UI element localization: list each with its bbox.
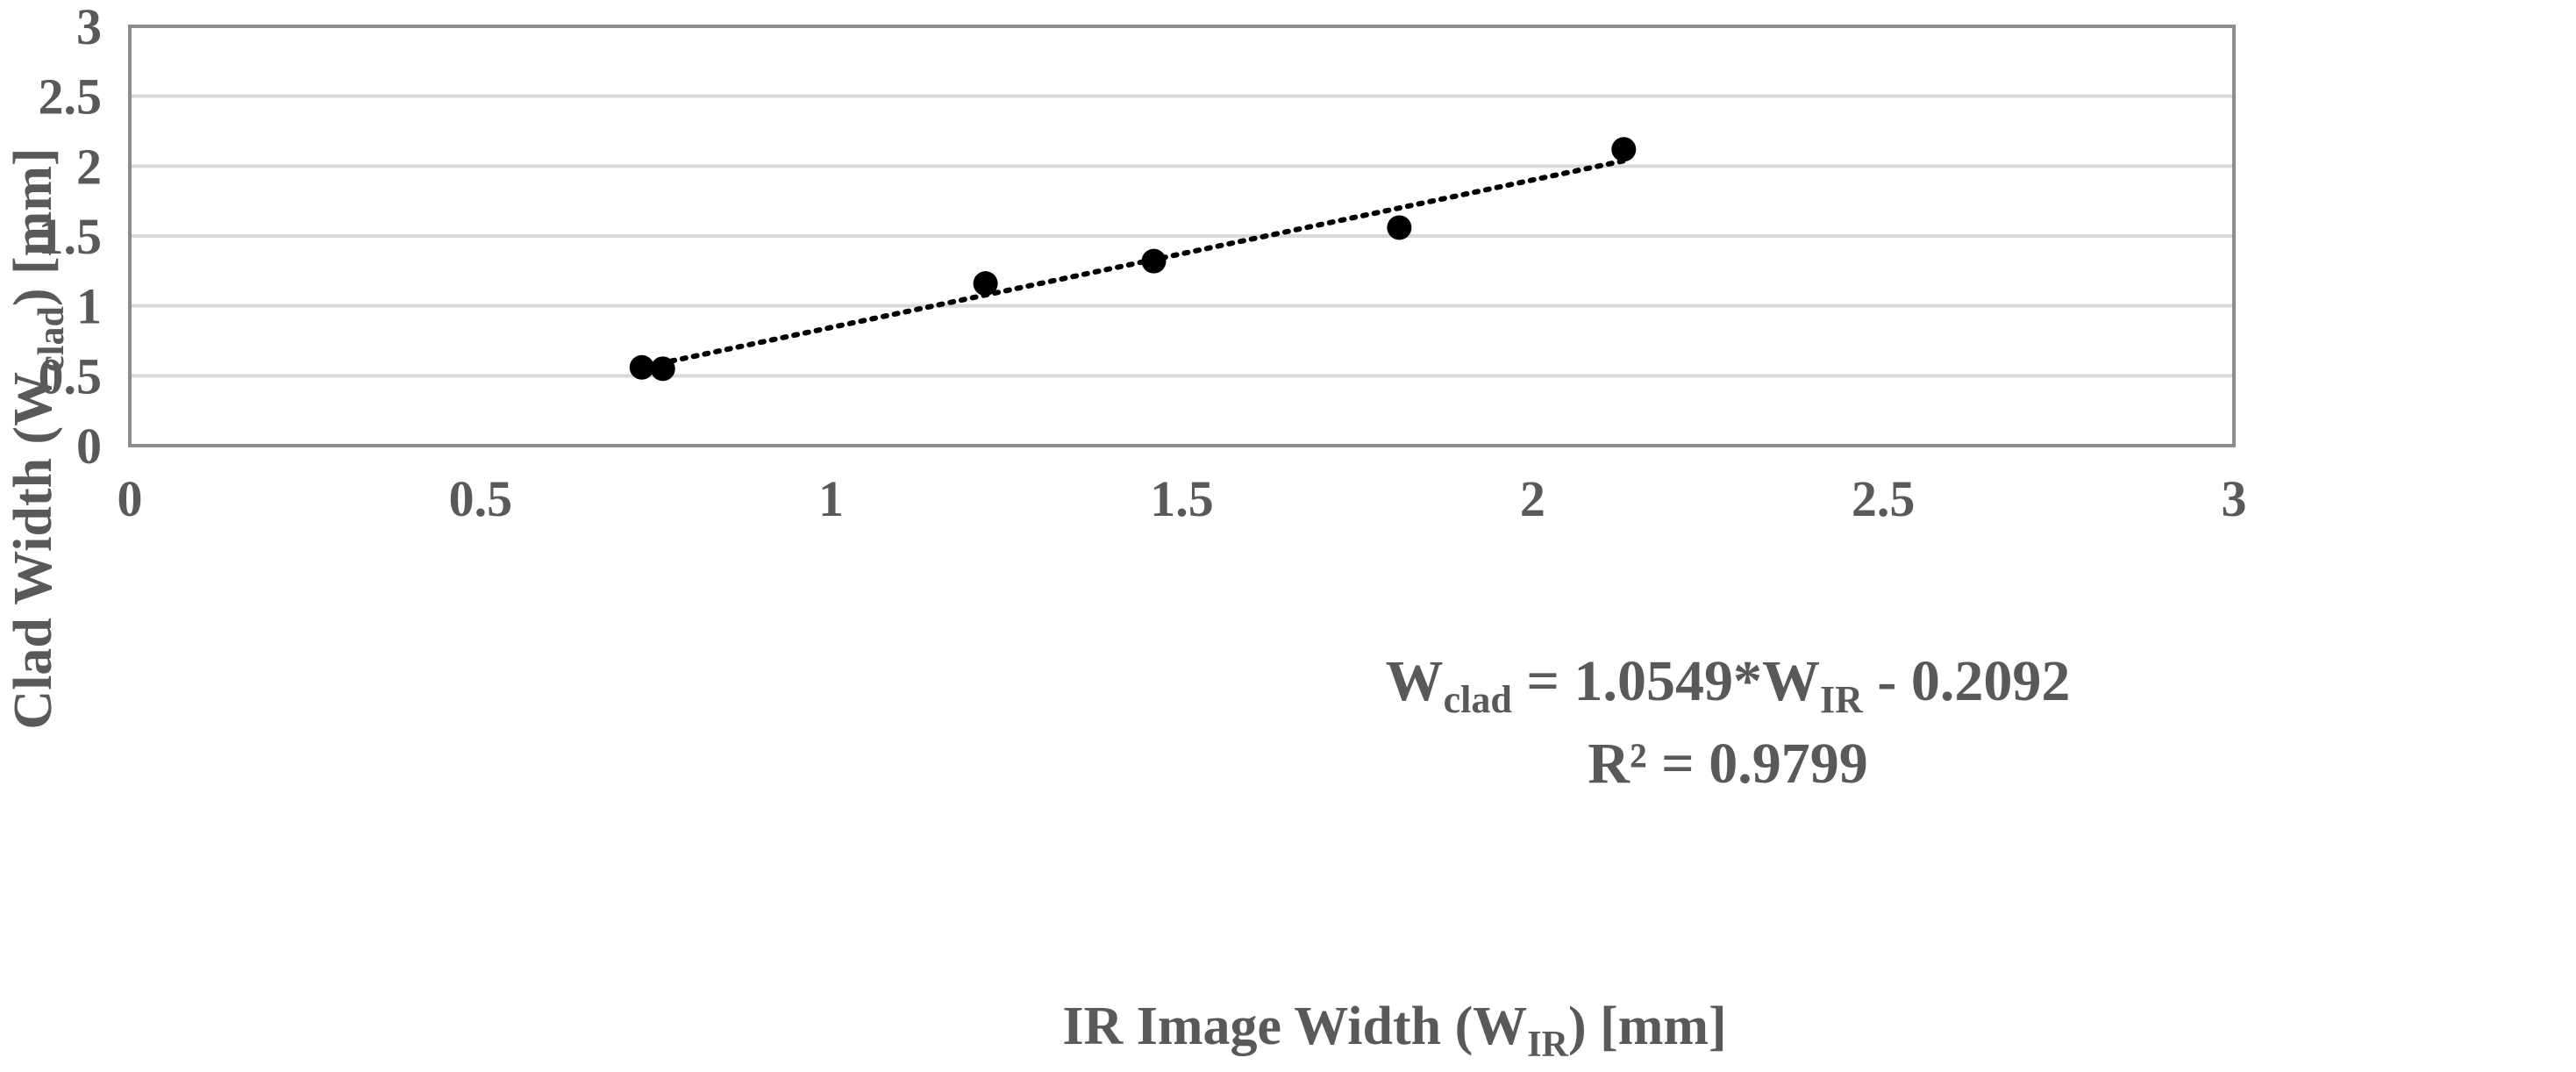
x-tick-label-3: 1.5 — [1150, 470, 1214, 527]
x-tick-label-1: 0.5 — [449, 470, 513, 527]
trendline-equation: Wclad = 1.0549*WIR - 0.2092 — [1386, 649, 2071, 721]
y-tick-label-4: 2 — [76, 138, 102, 195]
data-point-2 — [973, 271, 998, 297]
y-tick-label-3: 1.5 — [39, 208, 103, 265]
y-tick-label-2: 1 — [76, 278, 102, 335]
x-tick-label-4: 2 — [1520, 470, 1545, 527]
x-tick-label-5: 2.5 — [1852, 470, 1916, 527]
plot-area-border — [128, 25, 2236, 447]
y-tick-label-6: 3 — [76, 0, 102, 55]
y-axis-title: Clad Width (Wclad) [mm] — [4, 147, 72, 729]
y-tick-label-5: 2.5 — [39, 68, 103, 125]
x-tick-label-6: 3 — [2222, 470, 2247, 527]
y-tick-label-0: 0 — [76, 418, 102, 475]
x-tick-label-0: 0 — [118, 470, 143, 527]
y-axis-ticks: 0 0.5 1 1.5 2 2.5 3 — [39, 0, 103, 475]
r-squared-label: R² = 0.9799 — [1588, 732, 1868, 796]
x-axis-ticks: 0 0.5 1 1.5 2 2.5 3 — [118, 470, 2247, 527]
data-point-0 — [629, 354, 654, 380]
data-point-5 — [1611, 137, 1637, 162]
data-point-3 — [1141, 248, 1167, 274]
equation-label-background — [1307, 639, 2149, 814]
x-tick-label-2: 1 — [818, 470, 844, 527]
x-axis-title: IR Image Width (WIR) [mm] — [1062, 997, 1726, 1065]
data-point-1 — [650, 356, 675, 382]
data-points — [629, 137, 1637, 382]
trendline — [646, 158, 1627, 368]
y-tick-label-1: 0.5 — [39, 347, 103, 404]
gridlines — [130, 25, 2234, 447]
data-point-4 — [1387, 215, 1412, 240]
